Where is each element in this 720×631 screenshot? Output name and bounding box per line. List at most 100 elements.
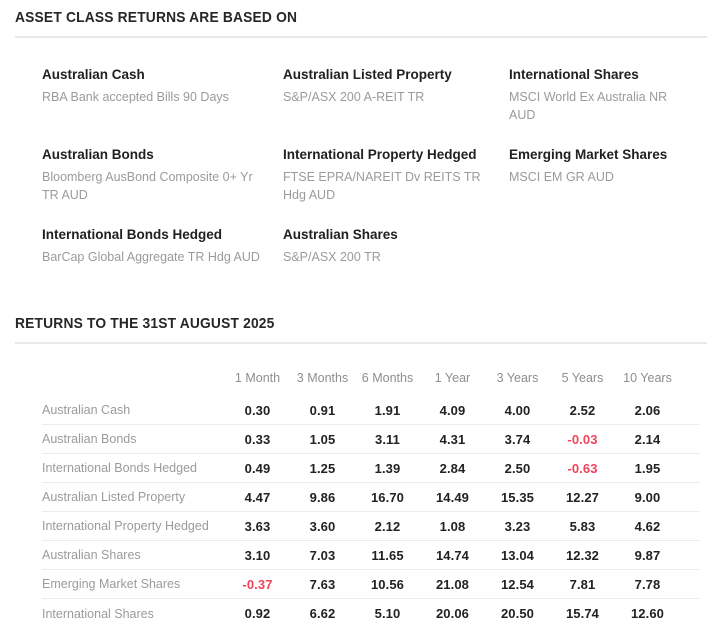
return-value: 21.08: [435, 576, 470, 592]
table-row: Australian Shares 3.10 7.03 11.65 14.74 13.04…: [42, 541, 700, 570]
table-row: Australian Cash 0.30 0.91 1.91 4.09 4.00 2.52 2…: [42, 396, 700, 425]
asset-definition-item: Australian Listed Property S&P/ASX 200 A-…: [283, 66, 509, 124]
return-value: 2.84: [439, 460, 466, 476]
asset-class-name: Australian Listed Property: [283, 67, 452, 82]
return-value: 10.56: [370, 576, 405, 592]
return-value: 6.62: [309, 606, 336, 621]
return-value: 3.60: [309, 518, 336, 534]
return-value: 7.78: [634, 576, 661, 592]
column-header: 1 Year: [434, 371, 471, 385]
asset-definitions-grid: Australian Cash RBA Bank accepted Bills 9…: [42, 66, 707, 266]
return-value: -0.63: [567, 460, 598, 476]
return-value: -0.37: [242, 576, 273, 592]
column-header: 3 Years: [496, 371, 539, 385]
return-value: 9.00: [634, 489, 661, 505]
table-row: Emerging Market Shares -0.37 7.63 10.56 21.0…: [42, 570, 700, 599]
asset-definition-item: International Shares MSCI World Ex Austra…: [509, 66, 707, 124]
return-value: 7.81: [569, 576, 596, 592]
definitions-section-title: ASSET CLASS RETURNS ARE BASED ON: [15, 9, 298, 26]
table-row: International Property Hedged 3.63 3.60 2.1…: [42, 512, 700, 541]
asset-definition-item: Emerging Market Shares MSCI EM GR AUD: [509, 146, 707, 204]
return-value: 1.91: [374, 402, 401, 418]
return-value: 1.05: [309, 431, 336, 447]
return-value: 0.49: [244, 460, 271, 476]
return-value: 15.74: [565, 606, 600, 621]
asset-definition-item: International Property Hedged FTSE EPRA/N…: [283, 146, 509, 204]
returns-section: RETURNS TO THE 31ST AUGUST 2025 1 Month 3…: [15, 315, 707, 628]
table-header-row: 1 Month 3 Months 6 Months 1 Year 3 Years 5 Ye…: [42, 360, 700, 396]
returns-table: 1 Month 3 Months 6 Months 1 Year 3 Years 5 Ye…: [42, 360, 700, 628]
asset-index-name: Bloomberg AusBond Composite 0+ Yr TR AUD: [42, 170, 253, 202]
row-label: Emerging Market Shares: [42, 577, 181, 591]
row-label: Australian Cash: [42, 403, 131, 417]
asset-definitions-section: ASSET CLASS RETURNS ARE BASED ON Austral…: [15, 9, 707, 266]
asset-class-name: Australian Shares: [283, 227, 398, 242]
return-value: 11.65: [371, 547, 404, 563]
return-value: 20.50: [500, 606, 535, 621]
return-value: 12.32: [565, 547, 600, 563]
return-value: 5.83: [569, 518, 596, 534]
row-label: International Bonds Hedged: [42, 461, 197, 475]
row-label: International Shares: [42, 606, 154, 621]
return-value: 14.74: [435, 547, 470, 563]
return-value: 1.08: [439, 518, 466, 534]
return-value: 7.03: [309, 547, 336, 563]
return-value: 12.60: [630, 606, 665, 621]
return-value: 5.10: [374, 606, 401, 621]
returns-section-title: RETURNS TO THE 31ST AUGUST 2025: [15, 315, 275, 332]
return-value: 13.04: [500, 547, 535, 563]
return-value: 2.50: [504, 460, 531, 476]
column-header: 1 Month: [234, 371, 281, 385]
section-divider: [15, 36, 707, 38]
column-header: 10 Years: [623, 371, 672, 385]
section-divider: [15, 342, 707, 344]
return-value: 4.31: [439, 431, 466, 447]
return-value: 2.12: [374, 518, 401, 534]
return-value: 16.70: [370, 489, 405, 505]
return-value: 12.54: [500, 576, 535, 592]
return-value: 4.47: [244, 489, 271, 505]
return-value: 1.39: [374, 460, 401, 476]
asset-index-name: RBA Bank accepted Bills 90 Days: [42, 90, 229, 104]
return-value: 2.52: [569, 402, 596, 418]
row-label: Australian Shares: [42, 548, 141, 562]
row-label: Australian Listed Property: [42, 490, 186, 504]
return-value: 0.30: [244, 402, 271, 418]
return-value: 3.74: [504, 431, 531, 447]
return-value: 1.25: [309, 460, 336, 476]
asset-class-name: International Property Hedged: [283, 147, 477, 162]
return-value: 9.87: [634, 547, 661, 563]
asset-definition-item: Australian Shares S&P/ASX 200 TR: [283, 226, 509, 266]
column-header: 3 Months: [296, 371, 349, 385]
return-value: 7.63: [309, 576, 336, 592]
table-row: International Shares 0.92 6.62 5.10 20.06 20.…: [42, 599, 700, 628]
return-value: 2.14: [634, 431, 661, 447]
return-value: 3.11: [375, 431, 400, 447]
return-value: 4.62: [634, 518, 661, 534]
asset-index-name: BarCap Global Aggregate TR Hdg AUD: [42, 250, 260, 264]
asset-class-name: Australian Bonds: [42, 147, 154, 162]
asset-index-name: S&P/ASX 200 A-REIT TR: [283, 90, 425, 104]
return-value: 1.95: [634, 460, 661, 476]
asset-class-name: International Bonds Hedged: [42, 227, 223, 242]
return-value: 4.00: [504, 402, 531, 418]
return-value: 12.27: [565, 489, 600, 505]
return-value: 4.09: [439, 402, 466, 418]
return-value: 3.10: [244, 547, 271, 563]
asset-index-name: MSCI World Ex Australia NR AUD: [509, 90, 668, 122]
return-value: 3.63: [244, 518, 271, 534]
column-header: 6 Months: [361, 371, 414, 385]
asset-index-name: S&P/ASX 200 TR: [283, 250, 381, 264]
asset-class-name: Australian Cash: [42, 67, 145, 82]
asset-class-name: Emerging Market Shares: [509, 147, 668, 162]
row-label: International Property Hedged: [42, 519, 209, 533]
asset-index-name: FTSE EPRA/NAREIT Dv REITS TR Hdg AUD: [283, 170, 481, 202]
return-value: 15.35: [500, 489, 535, 505]
return-value: -0.03: [567, 431, 598, 447]
return-value: 2.06: [634, 402, 661, 418]
asset-index-name: MSCI EM GR AUD: [509, 170, 614, 184]
return-value: 0.92: [244, 606, 271, 621]
return-value: 0.91: [309, 402, 336, 418]
table-row: International Bonds Hedged 0.49 1.25 1.39 2.…: [42, 454, 700, 483]
